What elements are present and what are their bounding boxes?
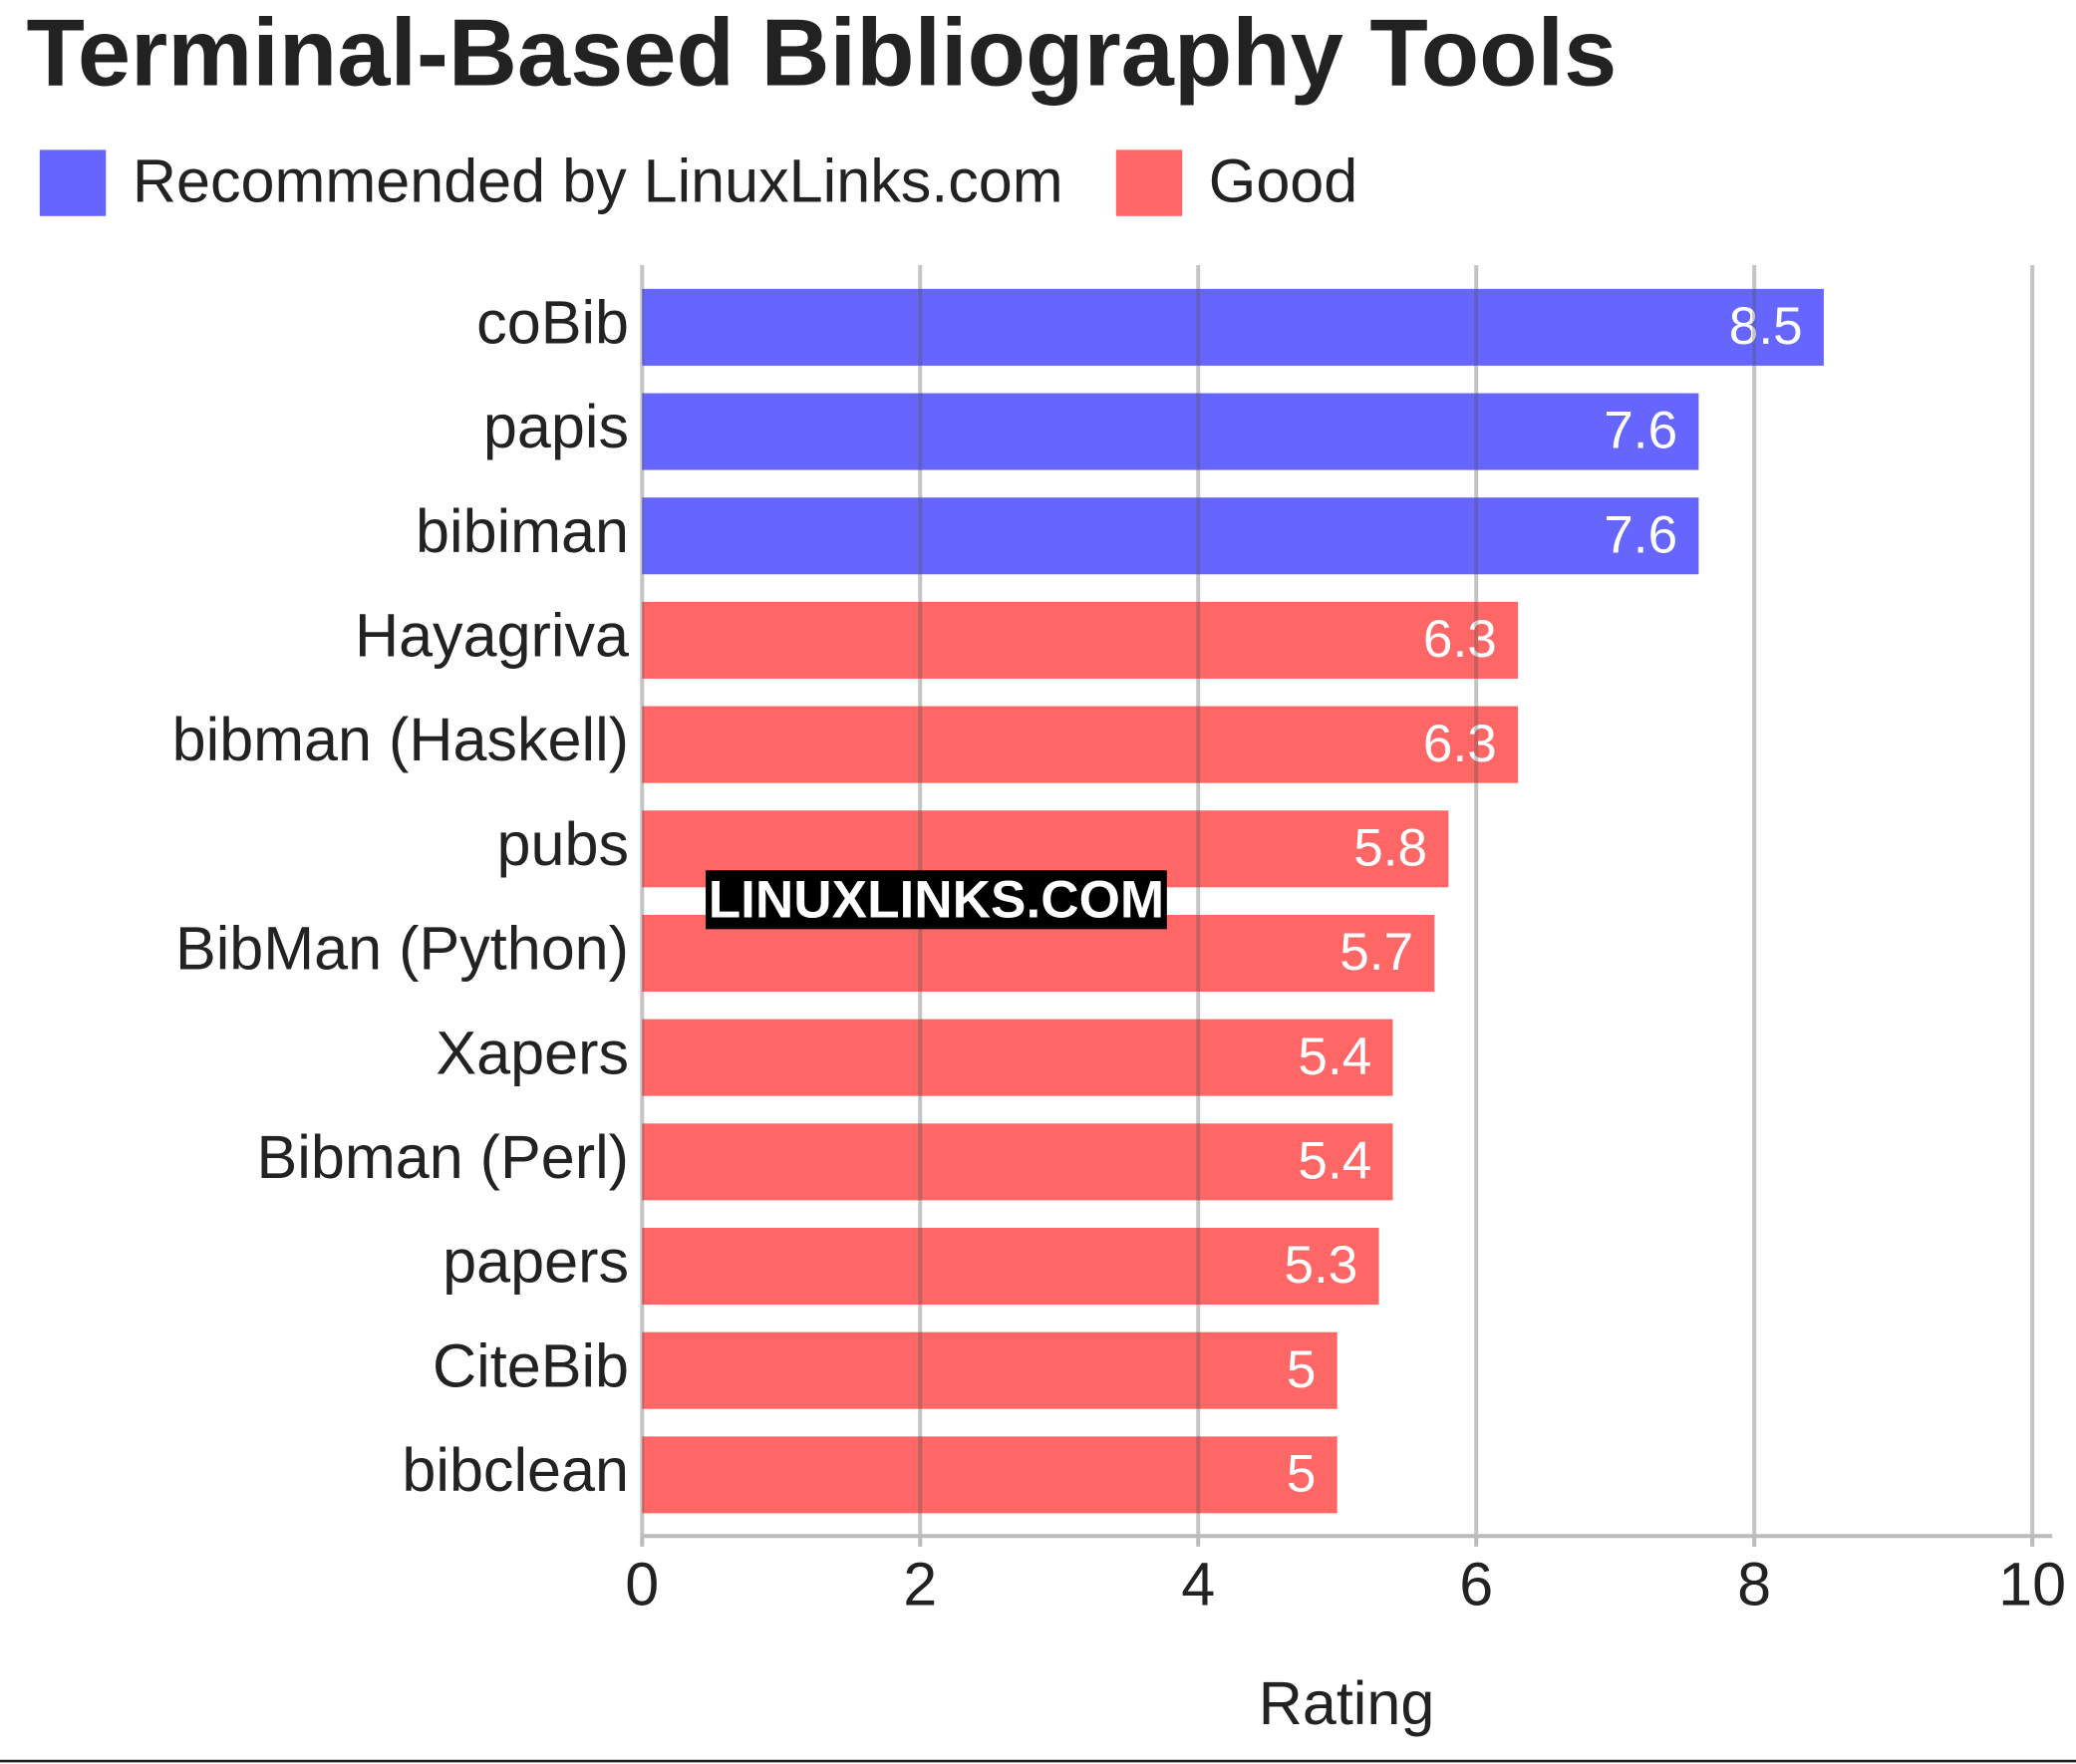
bar <box>642 706 1519 783</box>
value-label: 5.4 <box>1298 1132 1371 1191</box>
x-tick-label: 2 <box>903 1551 937 1618</box>
y-tick-label: Xapers <box>436 1019 629 1086</box>
legend-label: Recommended by LinuxLinks.com <box>133 147 1063 214</box>
value-label: 5 <box>1287 1445 1317 1504</box>
value-label: 5 <box>1287 1340 1317 1399</box>
x-tick-label: 10 <box>1998 1551 2066 1618</box>
x-tick-label: 0 <box>625 1551 659 1618</box>
bar <box>642 1331 1337 1409</box>
value-label: 6.3 <box>1423 610 1497 669</box>
y-tick-label: bibiman <box>416 497 629 565</box>
x-tick-label: 8 <box>1737 1551 1771 1618</box>
bar <box>642 497 1699 575</box>
watermark-background <box>706 870 1167 930</box>
value-label: 6.3 <box>1423 715 1497 773</box>
y-tick-label: coBib <box>476 289 629 357</box>
value-label: 5.3 <box>1284 1236 1357 1295</box>
bar <box>642 1436 1337 1514</box>
bar <box>642 1123 1393 1201</box>
y-tick-label: papers <box>443 1228 629 1296</box>
bar <box>642 1227 1379 1306</box>
x-axis-label: Rating <box>1259 1669 1435 1737</box>
legend-swatch <box>39 149 107 216</box>
value-label: 5.8 <box>1353 818 1427 877</box>
value-label: 5.4 <box>1298 1028 1371 1086</box>
bar <box>642 393 1699 470</box>
y-tick-label: papis <box>483 393 629 460</box>
y-tick-label: pubs <box>497 810 629 878</box>
value-label: 5.7 <box>1339 923 1413 982</box>
legend-label: Good <box>1209 147 1357 214</box>
y-tick-label: BibMan (Python) <box>175 915 629 983</box>
y-tick-label: CiteBib <box>433 1331 629 1399</box>
watermark: LINUXLINKS.COM <box>709 870 1164 929</box>
x-tick-label: 4 <box>1181 1551 1215 1618</box>
y-tick-label: bibclean <box>402 1436 629 1504</box>
bar <box>642 288 1824 366</box>
legend-swatch <box>1115 149 1183 216</box>
y-tick-label: Hayagriva <box>355 602 629 670</box>
bar <box>642 601 1519 679</box>
x-tick-label: 6 <box>1459 1551 1493 1618</box>
value-label: 7.6 <box>1604 505 1677 564</box>
value-label: 7.6 <box>1604 402 1677 460</box>
bar <box>642 1019 1393 1096</box>
chart-title: Terminal-Based Bibliography Tools <box>27 0 1618 106</box>
value-label: 8.5 <box>1729 297 1803 356</box>
y-tick-label: bibman (Haskell) <box>172 706 629 773</box>
y-tick-label: Bibman (Perl) <box>257 1123 629 1191</box>
